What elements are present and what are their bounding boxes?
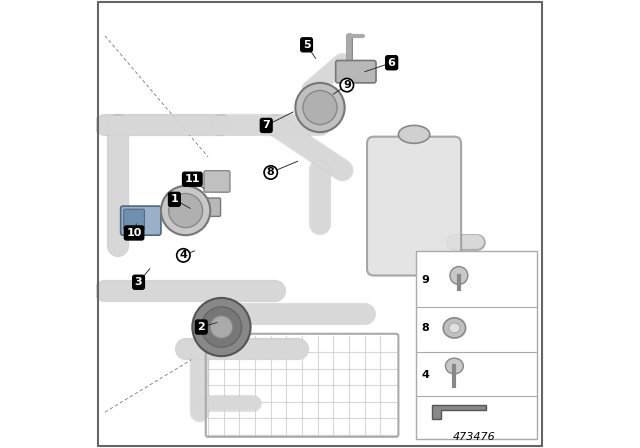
Circle shape [202,307,242,347]
Text: 8: 8 [421,323,429,333]
Ellipse shape [444,318,466,338]
Ellipse shape [445,358,463,374]
Circle shape [161,186,210,235]
Circle shape [296,83,344,132]
Ellipse shape [398,125,430,143]
Text: 3: 3 [135,277,142,287]
Text: 2: 2 [197,322,205,332]
Circle shape [168,194,203,228]
Text: 4: 4 [421,370,429,380]
FancyBboxPatch shape [204,171,230,192]
Text: 5: 5 [303,40,310,50]
FancyBboxPatch shape [336,60,376,83]
Polygon shape [432,405,486,419]
FancyBboxPatch shape [367,137,461,276]
Text: 9: 9 [343,80,351,90]
Text: 11: 11 [184,174,200,184]
FancyBboxPatch shape [124,209,145,230]
Text: 6: 6 [388,58,396,68]
FancyBboxPatch shape [417,251,538,439]
Text: 7: 7 [262,121,270,130]
FancyBboxPatch shape [200,198,221,216]
Text: 9: 9 [421,275,429,285]
Text: 10: 10 [126,228,142,238]
FancyBboxPatch shape [121,206,161,235]
Text: 1: 1 [170,194,179,204]
Text: 4: 4 [179,250,188,260]
Circle shape [303,90,337,125]
Text: 8: 8 [267,168,275,177]
Text: 473476: 473476 [453,432,496,442]
Circle shape [193,298,251,356]
Circle shape [211,316,233,338]
Ellipse shape [449,323,460,333]
Ellipse shape [450,267,468,284]
